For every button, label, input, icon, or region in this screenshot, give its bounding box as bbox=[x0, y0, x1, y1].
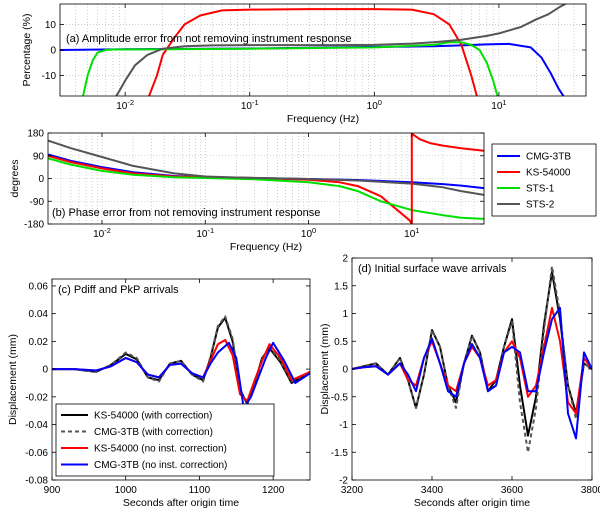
y-tick-label: 1 bbox=[342, 309, 348, 320]
y-tick-label: -10 bbox=[42, 71, 57, 82]
legend-label: STS-2 bbox=[526, 200, 555, 211]
panel-title: (a) Amplitude error from not removing in… bbox=[66, 33, 352, 45]
x-tick-label: 100 bbox=[367, 98, 382, 112]
x-tick-label: 1100 bbox=[189, 485, 211, 496]
x-tick-label: 1000 bbox=[115, 485, 138, 496]
y-tick-label: 0 bbox=[38, 174, 44, 185]
x-axis-label: Seconds after origin time bbox=[123, 497, 239, 509]
series-line-sts-2 bbox=[115, 4, 568, 96]
x-tick-label: 3400 bbox=[421, 485, 444, 496]
series-line-sts-1 bbox=[48, 157, 484, 220]
series-line-sts-1 bbox=[82, 41, 499, 96]
y-tick-label: 90 bbox=[33, 151, 45, 162]
series-line-cmg-3tb-no-inst-correction- bbox=[52, 341, 310, 409]
x-tick-label: 1200 bbox=[262, 485, 285, 496]
x-tick-label: 10-2 bbox=[93, 226, 111, 240]
y-tick-label: -180 bbox=[24, 220, 44, 231]
x-tick-label: 10-1 bbox=[196, 226, 214, 240]
legend-c: KS-54000 (with correction) CMG-3TB (with … bbox=[55, 403, 275, 477]
legend-label: CMG-3TB (no inst. correction) bbox=[94, 460, 227, 471]
series-line-ks-54000 bbox=[147, 8, 478, 96]
panel-title: (b) Phase error from not removing instru… bbox=[52, 207, 320, 219]
series-line-sts-2 bbox=[48, 139, 484, 196]
x-tick-label: 10-2 bbox=[116, 98, 134, 112]
y-axis-label: Displacement (mm) bbox=[7, 334, 19, 425]
y-tick-label: -0.5 bbox=[331, 392, 349, 403]
y-tick-label: -0.06 bbox=[25, 448, 48, 459]
y-tick-label: -0.02 bbox=[25, 392, 48, 403]
y-tick-label: 0 bbox=[50, 46, 56, 57]
y-tick-label: 180 bbox=[27, 129, 44, 140]
y-tick-label: 0.04 bbox=[29, 309, 49, 320]
y-axis-label: degrees bbox=[9, 160, 21, 198]
y-tick-label: 0.06 bbox=[29, 281, 49, 292]
x-tick-label: 900 bbox=[44, 485, 61, 496]
y-axis-label: Displacement (mm) bbox=[319, 323, 331, 414]
y-tick-label: 10 bbox=[45, 20, 57, 31]
series-line-cmg-3tb-no-inst-correction- bbox=[352, 306, 592, 440]
x-axis-label: Seconds after origin time bbox=[414, 497, 530, 509]
x-axis-label: Frequency (Hz) bbox=[287, 113, 359, 125]
panel-title: (d) Initial surface wave arrivals bbox=[358, 263, 507, 275]
y-tick-label: 0 bbox=[342, 365, 348, 376]
legend-b: CMG-3TB KS-54000 STS-1 STS-2 bbox=[491, 143, 597, 217]
panel-b: 10-2 10-1 100 101 -180 -90 0 90 180 Frequency (Hz… bbox=[9, 129, 485, 253]
y-tick-label: 0.02 bbox=[29, 337, 49, 348]
y-tick-label: -0.08 bbox=[25, 476, 48, 487]
legend-label: KS-54000 bbox=[526, 168, 571, 179]
y-tick-label: 0.5 bbox=[334, 337, 348, 348]
panel-a: 10-2 10-1 100 101 -10 0 10 Frequency (Hz) Percen… bbox=[21, 3, 587, 125]
x-tick-label: 10-1 bbox=[241, 98, 259, 112]
y-tick-label: 0 bbox=[42, 365, 48, 376]
y-tick-label: 1.5 bbox=[334, 281, 348, 292]
legend-label: CMG-3TB bbox=[526, 152, 571, 163]
x-tick-label: 101 bbox=[491, 98, 506, 112]
panel-title: (c) Pdiff and PkP arrivals bbox=[58, 284, 179, 296]
y-tick-label: -1.5 bbox=[331, 448, 349, 459]
x-axis-label: Frequency (Hz) bbox=[230, 241, 302, 253]
legend-label: CMG-3TB (with correction) bbox=[94, 427, 213, 438]
y-tick-label: -90 bbox=[30, 197, 45, 208]
y-tick-label: -1 bbox=[339, 420, 348, 431]
y-tick-label: 2 bbox=[342, 254, 348, 265]
x-tick-label: 101 bbox=[404, 226, 419, 240]
y-tick-label: -0.04 bbox=[25, 420, 48, 431]
x-tick-label: 3800 bbox=[581, 485, 600, 496]
y-axis-label: Percentage (%) bbox=[21, 14, 33, 87]
x-tick-label: 100 bbox=[301, 226, 316, 240]
x-tick-label: 3600 bbox=[501, 485, 524, 496]
y-tick-label: -2 bbox=[339, 476, 348, 487]
legend-label: STS-1 bbox=[526, 184, 555, 195]
grid bbox=[59, 4, 587, 96]
panel-d: 3200 3400 3600 3800 -2 -1.5 -1 -0.5 0 0.5 1 1.5 2 Sec… bbox=[319, 254, 600, 510]
legend-label: KS-54000 (with correction) bbox=[94, 411, 212, 422]
x-tick-label: 3200 bbox=[341, 485, 364, 496]
legend-label: KS-54000 (no inst. correction) bbox=[94, 444, 227, 455]
